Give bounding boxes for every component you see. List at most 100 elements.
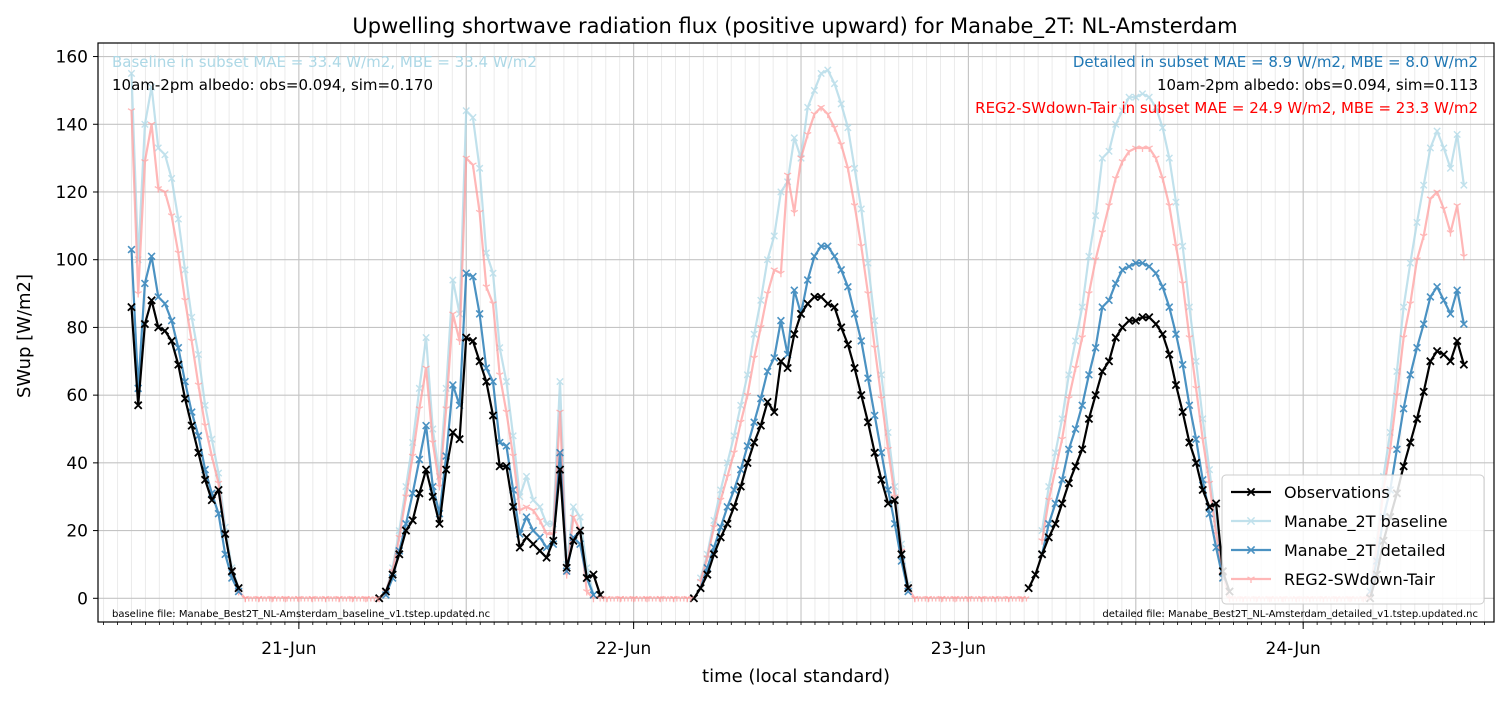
data-point xyxy=(1460,253,1468,261)
data-point xyxy=(837,265,846,274)
annotation-baseline-albedo: 10am-2pm albedo: obs=0.094, sim=0.170 xyxy=(112,76,433,94)
data-point xyxy=(515,543,525,552)
data-point xyxy=(1084,414,1094,424)
x-tick-label: 23-Jun xyxy=(931,639,986,659)
data-point xyxy=(790,134,799,142)
data-point xyxy=(1165,202,1174,210)
data-point xyxy=(475,309,484,318)
data-point xyxy=(1098,367,1107,376)
data-point xyxy=(1386,446,1395,454)
data-point xyxy=(1185,438,1194,447)
data-point xyxy=(408,453,417,461)
data-point xyxy=(804,103,812,112)
data-point xyxy=(736,465,745,474)
data-point xyxy=(1125,262,1134,271)
data-point xyxy=(1044,533,1053,542)
data-point xyxy=(1051,519,1060,529)
data-point xyxy=(817,104,825,112)
data-point xyxy=(1078,303,1086,311)
data-point xyxy=(582,588,591,596)
data-point xyxy=(743,371,752,379)
series-line xyxy=(699,245,910,592)
data-point xyxy=(1118,107,1127,115)
data-point xyxy=(174,360,183,369)
data-point xyxy=(750,355,758,362)
data-point xyxy=(1453,130,1461,139)
data-point xyxy=(1191,458,1201,468)
series-manabe-2t-detailed xyxy=(127,242,1468,599)
annotation-detailed-albedo: 10am-2pm albedo: obs=0.094, sim=0.113 xyxy=(1157,76,1478,94)
series-line xyxy=(384,109,595,596)
data-point xyxy=(502,377,511,386)
legend-swatch xyxy=(1231,487,1271,497)
data-point xyxy=(890,495,899,505)
data-point xyxy=(730,450,738,457)
data-point xyxy=(843,340,853,349)
data-point xyxy=(743,392,752,400)
data-point xyxy=(422,365,430,373)
data-point xyxy=(542,520,551,528)
data-point xyxy=(160,326,170,336)
data-point xyxy=(1158,123,1167,132)
data-point xyxy=(810,292,819,302)
data-point xyxy=(1178,280,1187,288)
data-point xyxy=(1212,543,1221,552)
data-point xyxy=(803,131,812,139)
data-point xyxy=(823,111,832,119)
data-point xyxy=(689,594,699,603)
data-point xyxy=(1071,425,1080,433)
data-point xyxy=(1205,509,1214,518)
data-point xyxy=(1132,93,1140,101)
data-point xyxy=(1406,301,1415,308)
data-point xyxy=(1044,497,1053,505)
data-point xyxy=(214,480,223,488)
data-point xyxy=(1077,445,1087,454)
data-point xyxy=(1104,357,1114,366)
data-point xyxy=(1459,320,1468,329)
data-point xyxy=(536,517,544,525)
data-point xyxy=(1071,365,1080,373)
data-point xyxy=(770,267,779,274)
data-point xyxy=(743,441,752,450)
data-point xyxy=(830,79,839,88)
data-point xyxy=(1211,499,1221,508)
data-point xyxy=(1098,230,1107,237)
data-point xyxy=(422,333,430,342)
data-point xyxy=(167,336,176,346)
legend-label: Observations xyxy=(1284,483,1390,502)
data-point xyxy=(482,284,491,291)
data-point xyxy=(569,503,578,511)
data-point xyxy=(1406,259,1415,267)
data-point xyxy=(489,269,497,277)
data-point xyxy=(736,482,745,491)
data-point xyxy=(167,174,176,183)
data-point xyxy=(187,421,196,430)
data-point xyxy=(502,409,511,417)
data-point xyxy=(1131,316,1141,325)
data-point xyxy=(729,502,739,512)
data-point xyxy=(1098,154,1107,162)
data-point xyxy=(1460,181,1468,189)
data-point xyxy=(1138,145,1147,152)
data-point xyxy=(1024,583,1033,593)
data-point xyxy=(1413,257,1421,264)
data-point xyxy=(850,363,859,373)
data-point xyxy=(870,345,879,352)
data-point xyxy=(1185,401,1194,410)
y-tick-label: 100 xyxy=(56,251,88,271)
data-point xyxy=(730,485,739,494)
data-point xyxy=(174,215,183,223)
data-point xyxy=(388,570,397,579)
data-point xyxy=(1178,360,1187,369)
data-point xyxy=(469,113,477,122)
legend-swatch xyxy=(1231,576,1271,583)
data-point xyxy=(161,189,169,196)
data-point xyxy=(1145,145,1153,152)
data-point xyxy=(509,453,517,461)
data-point xyxy=(462,333,471,342)
data-point xyxy=(1453,286,1462,295)
data-point xyxy=(843,282,852,291)
data-point xyxy=(435,519,444,529)
data-point xyxy=(1446,357,1455,366)
data-point xyxy=(535,546,545,556)
